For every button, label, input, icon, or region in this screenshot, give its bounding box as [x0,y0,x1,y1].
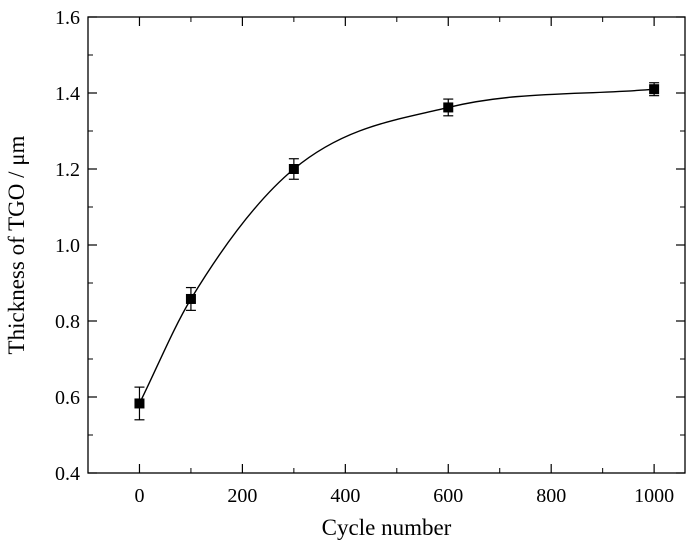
y-tick-label: 0.6 [55,387,80,409]
y-tick-label: 1.2 [55,159,80,181]
y-tick-label: 1.6 [55,7,80,29]
data-point-marker [443,102,454,113]
data-point-marker [649,84,660,95]
data-point-marker [185,293,196,304]
x-tick-label: 400 [330,485,360,507]
x-tick-label: 800 [536,485,566,507]
fit-curve [138,88,655,404]
data-point-marker [134,398,145,409]
axis-ticks [88,16,685,474]
plot-area-frame [87,16,686,474]
error-bars [134,82,660,421]
data-markers [134,84,660,409]
x-tick-label: 600 [433,485,463,507]
y-tick-label: 1.0 [55,235,80,257]
y-axis-label: Thickness of TGO / μm [4,135,29,354]
x-tick-label: 200 [227,485,257,507]
x-tick-label: 1000 [634,485,674,507]
x-tick-label: 0 [134,485,144,507]
y-tick-label: 1.4 [55,83,80,105]
y-tick-labels: 0.4 0.6 0.8 1.0 1.2 1.4 1.6 [55,7,80,485]
y-tick-label: 0.4 [55,463,80,485]
x-tick-labels: 0 200 400 600 800 1000 [134,485,674,507]
x-axis-label: Cycle number [322,515,452,540]
data-point-marker [288,164,299,174]
y-tick-label: 0.8 [55,311,80,333]
